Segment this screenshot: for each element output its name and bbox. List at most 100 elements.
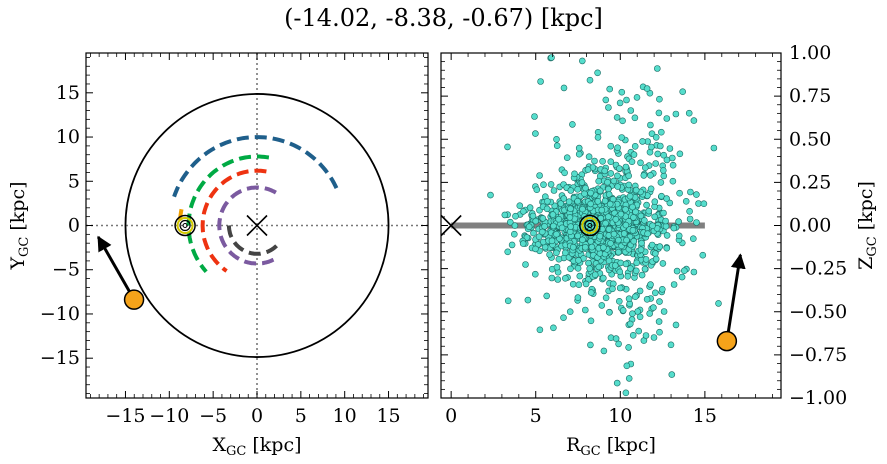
- star-point: [647, 121, 654, 129]
- star-point: [606, 200, 614, 208]
- star-point: [511, 222, 519, 229]
- star-point: [626, 320, 634, 328]
- star-point: [659, 167, 667, 174]
- star-point: [587, 317, 595, 325]
- y-tick-label: −0.50: [789, 301, 847, 323]
- star-point: [690, 117, 698, 124]
- star-point: [533, 186, 541, 193]
- star-point: [638, 271, 646, 279]
- star-point: [587, 289, 595, 296]
- star-point: [652, 134, 660, 141]
- star-point: [563, 154, 571, 161]
- star-point: [615, 236, 622, 244]
- star-point: [504, 248, 512, 256]
- star-point: [643, 295, 651, 303]
- star-point: [561, 169, 568, 177]
- star-point: [602, 219, 609, 227]
- y-tick-label: 0.00: [789, 215, 831, 237]
- star-point: [599, 274, 607, 282]
- x-axis-label: XGC [kpc]: [212, 434, 301, 459]
- star-point: [662, 217, 669, 225]
- star-point: [578, 57, 586, 65]
- star-point: [560, 195, 568, 202]
- star-point: [602, 96, 610, 104]
- star-point: [567, 187, 575, 194]
- x-tick-label: −10: [149, 405, 189, 427]
- star-point: [642, 332, 650, 339]
- star-point: [637, 212, 645, 220]
- velocity-arrow: [725, 253, 746, 342]
- star-point: [656, 298, 663, 305]
- star-point: [530, 229, 537, 237]
- star-point: [658, 285, 666, 293]
- star-point: [623, 362, 631, 370]
- star-point: [605, 308, 613, 316]
- star-point: [625, 344, 632, 351]
- star-point: [540, 181, 547, 188]
- star-point: [687, 188, 694, 196]
- star-point: [652, 255, 660, 263]
- star-point: [585, 153, 593, 160]
- star-point: [548, 274, 556, 282]
- star-point: [632, 186, 640, 194]
- star-point: [659, 260, 667, 267]
- star-point: [543, 205, 551, 213]
- star-point: [581, 243, 589, 251]
- sun-marker-outer: [579, 214, 601, 237]
- star-point: [501, 211, 509, 219]
- star-point: [510, 230, 518, 238]
- star-point: [682, 198, 690, 205]
- star-point: [666, 145, 674, 152]
- y-tick-label: 0.25: [789, 171, 831, 193]
- star-point: [575, 256, 582, 264]
- star-point: [582, 184, 589, 192]
- star-point: [630, 151, 638, 158]
- star-point: [622, 206, 629, 213]
- galactic-center-marker: [440, 214, 462, 237]
- star-point: [641, 265, 649, 273]
- star-point: [581, 306, 589, 314]
- star-point: [637, 246, 645, 253]
- y-tick-label: −15: [40, 347, 80, 369]
- star-point: [524, 296, 532, 304]
- star-point: [625, 375, 633, 382]
- star-point: [615, 340, 622, 348]
- star-point: [548, 237, 556, 245]
- star-point: [525, 223, 533, 230]
- star-point: [575, 144, 583, 152]
- star-point: [546, 251, 553, 258]
- star-point: [587, 189, 594, 197]
- star-point: [715, 300, 722, 307]
- star-point: [566, 214, 574, 221]
- star-point: [639, 138, 646, 145]
- star-point: [586, 76, 594, 84]
- star-point: [536, 326, 544, 334]
- star-point: [586, 265, 594, 272]
- star-point: [516, 202, 524, 209]
- x-axis-label: RGC [kpc]: [566, 434, 656, 459]
- star-point: [633, 94, 641, 101]
- x-tick-label: 15: [693, 405, 717, 427]
- star-point: [581, 190, 588, 197]
- star-point: [625, 181, 633, 189]
- star-point: [693, 191, 700, 198]
- star-point: [591, 157, 598, 165]
- boundary-circle: [124, 93, 390, 358]
- star-point: [642, 256, 650, 263]
- star-point: [670, 281, 678, 288]
- star-point: [595, 177, 603, 185]
- star-point: [660, 308, 668, 315]
- star-point: [669, 177, 677, 185]
- star-point: [605, 257, 613, 265]
- star-point: [628, 158, 636, 165]
- x-tick-label: 10: [608, 405, 632, 427]
- star-point: [543, 292, 551, 300]
- star-point: [629, 331, 637, 339]
- x-tick-label: −15: [105, 405, 145, 427]
- y-tick-label: −0.75: [789, 344, 847, 366]
- figure-title: (-14.02, -8.38, -0.67) [kpc]: [284, 4, 603, 32]
- star-point: [651, 213, 659, 221]
- star-point: [526, 204, 534, 211]
- star-point: [504, 143, 511, 151]
